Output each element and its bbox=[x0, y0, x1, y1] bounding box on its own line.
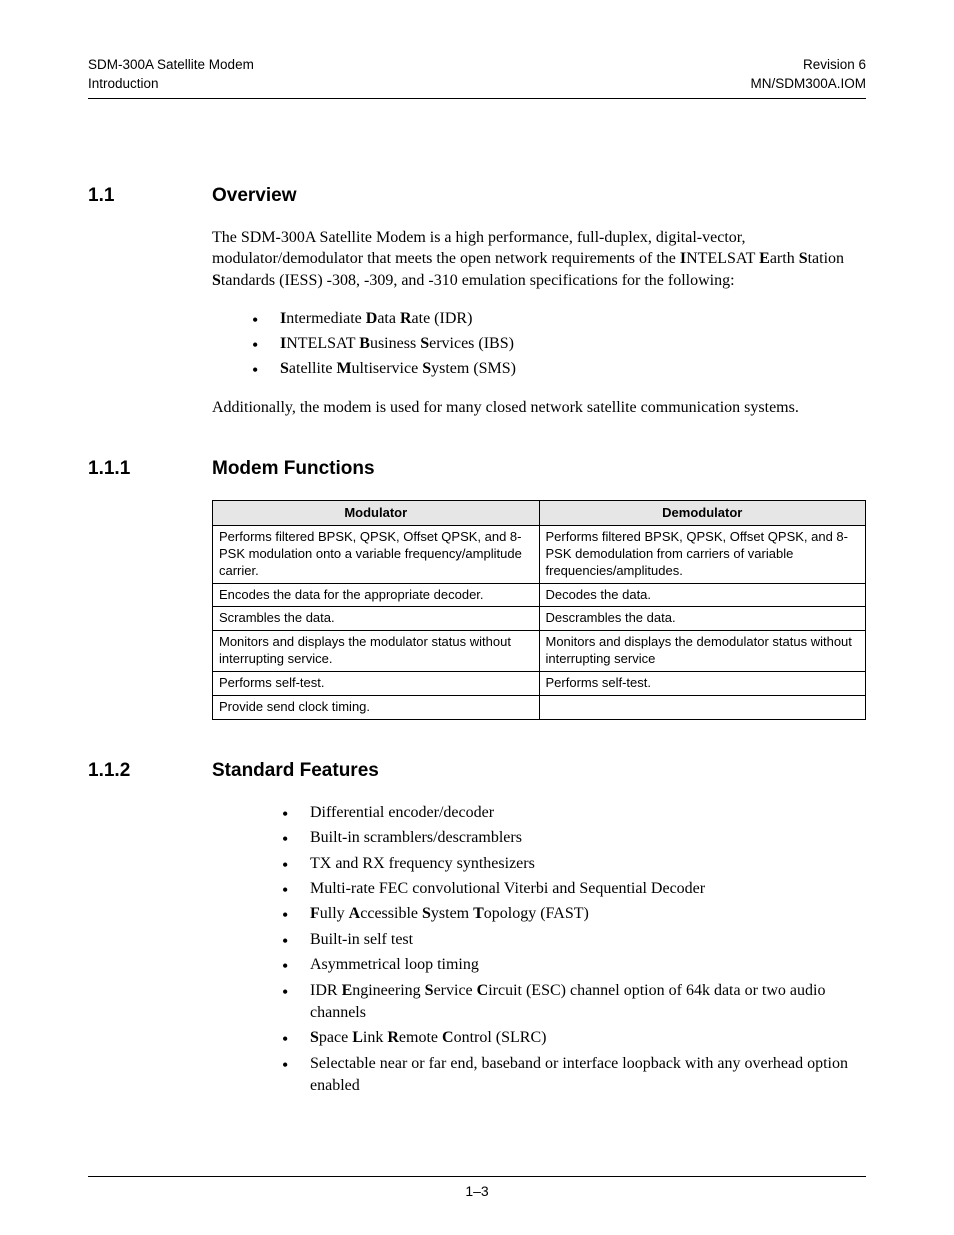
cell-mod: Provide send clock timing. bbox=[213, 696, 540, 720]
modem-functions-table: Modulator Demodulator Performs filtered … bbox=[212, 500, 866, 720]
section-standard-features: 1.1.2 Standard Features Differential enc… bbox=[88, 760, 866, 1098]
page-header: SDM-300A Satellite Modem Introduction Re… bbox=[88, 56, 866, 94]
heading-standard-features: 1.1.2 Standard Features bbox=[88, 760, 866, 782]
standard-features-list: Differential encoder/decoder Built-in sc… bbox=[282, 802, 866, 1098]
list-item: INTELSAT Business Services (IBS) bbox=[252, 333, 866, 355]
cell-demod: Performs filtered BPSK, QPSK, Offset QPS… bbox=[539, 525, 866, 583]
section-overview: 1.1 Overview The SDM-300A Satellite Mode… bbox=[88, 185, 866, 419]
overview-para2: Additionally, the modem is used for many… bbox=[212, 397, 866, 419]
list-item: Intermediate Data Rate (IDR) bbox=[252, 308, 866, 330]
header-revision: Revision 6 bbox=[750, 56, 866, 75]
cell-mod: Performs self-test. bbox=[213, 672, 540, 696]
header-section: Introduction bbox=[88, 75, 254, 94]
table-row: Encodes the data for the appropriate dec… bbox=[213, 583, 866, 607]
heading-number: 1.1.1 bbox=[88, 458, 212, 480]
table-row: Provide send clock timing. bbox=[213, 696, 866, 720]
table-row: Scrambles the data. Descrambles the data… bbox=[213, 607, 866, 631]
list-item: Built-in self test bbox=[282, 929, 866, 951]
page-number: 1–3 bbox=[88, 1183, 866, 1199]
overview-para1: The SDM-300A Satellite Modem is a high p… bbox=[212, 227, 866, 292]
list-item: Asymmetrical loop timing bbox=[282, 954, 866, 976]
list-item: Selectable near or far end, baseband or … bbox=[282, 1053, 866, 1098]
table-row: Monitors and displays the modulator stat… bbox=[213, 631, 866, 672]
list-item: Differential encoder/decoder bbox=[282, 802, 866, 824]
section-modem-functions: 1.1.1 Modem Functions Modulator Demodula… bbox=[88, 458, 866, 720]
heading-modem-functions: 1.1.1 Modem Functions bbox=[88, 458, 866, 480]
header-left: SDM-300A Satellite Modem Introduction bbox=[88, 56, 254, 94]
heading-overview: 1.1 Overview bbox=[88, 185, 866, 207]
header-product: SDM-300A Satellite Modem bbox=[88, 56, 254, 75]
list-item: IDR Engineering Service Circuit (ESC) ch… bbox=[282, 980, 866, 1025]
overview-bullets: Intermediate Data Rate (IDR) INTELSAT Bu… bbox=[252, 308, 866, 381]
modem-functions-body: Modulator Demodulator Performs filtered … bbox=[212, 500, 866, 720]
cell-mod: Monitors and displays the modulator stat… bbox=[213, 631, 540, 672]
footer-rule bbox=[88, 1176, 866, 1177]
heading-title: Modem Functions bbox=[212, 458, 375, 480]
cell-demod: Monitors and displays the demodulator st… bbox=[539, 631, 866, 672]
header-docid: MN/SDM300A.IOM bbox=[750, 75, 866, 94]
heading-title: Standard Features bbox=[212, 760, 379, 782]
cell-mod: Encodes the data for the appropriate dec… bbox=[213, 583, 540, 607]
cell-mod: Performs filtered BPSK, QPSK, Offset QPS… bbox=[213, 525, 540, 583]
cell-demod: Descrambles the data. bbox=[539, 607, 866, 631]
table-header-modulator: Modulator bbox=[213, 501, 540, 526]
table-header-demodulator: Demodulator bbox=[539, 501, 866, 526]
cell-demod: Performs self-test. bbox=[539, 672, 866, 696]
section-overview-body: The SDM-300A Satellite Modem is a high p… bbox=[212, 227, 866, 419]
list-item: Satellite Multiservice System (SMS) bbox=[252, 358, 866, 380]
list-item: Multi-rate FEC convolutional Viterbi and… bbox=[282, 878, 866, 900]
standard-features-body: Differential encoder/decoder Built-in sc… bbox=[212, 802, 866, 1098]
table-header-row: Modulator Demodulator bbox=[213, 501, 866, 526]
heading-title: Overview bbox=[212, 185, 297, 207]
page-content: 1.1 Overview The SDM-300A Satellite Mode… bbox=[88, 99, 866, 1098]
heading-number: 1.1.2 bbox=[88, 760, 212, 782]
list-item: TX and RX frequency synthesizers bbox=[282, 853, 866, 875]
header-right: Revision 6 MN/SDM300A.IOM bbox=[750, 56, 866, 94]
heading-number: 1.1 bbox=[88, 185, 212, 207]
list-item: Built-in scramblers/descramblers bbox=[282, 827, 866, 849]
cell-demod bbox=[539, 696, 866, 720]
cell-demod: Decodes the data. bbox=[539, 583, 866, 607]
list-item: Fully Accessible System Topology (FAST) bbox=[282, 903, 866, 925]
table-row: Performs self-test. Performs self-test. bbox=[213, 672, 866, 696]
table-row: Performs filtered BPSK, QPSK, Offset QPS… bbox=[213, 525, 866, 583]
cell-mod: Scrambles the data. bbox=[213, 607, 540, 631]
page-footer: 1–3 bbox=[88, 1176, 866, 1199]
list-item: Space Link Remote Control (SLRC) bbox=[282, 1027, 866, 1049]
